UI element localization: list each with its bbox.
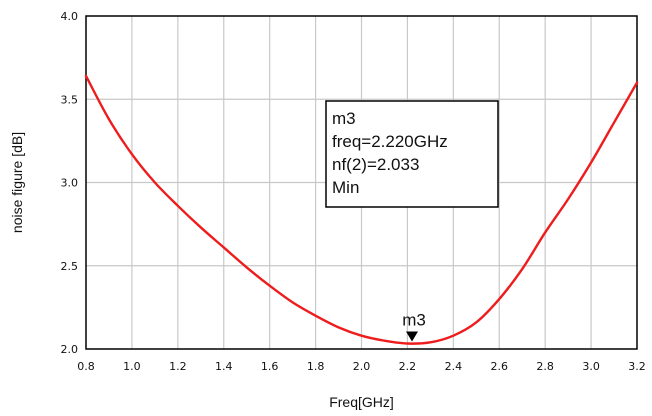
x-tick-label: 1.6	[261, 360, 279, 373]
x-tick-label: 3.0	[582, 360, 600, 373]
x-tick-label: 0.8	[77, 360, 95, 373]
y-axis-label: noise figure [dB]	[9, 132, 25, 233]
y-tick-labels: 2.0 2.5 3.0 3.5 4.0	[61, 10, 79, 356]
marker-label: m3	[402, 311, 426, 330]
x-tick-label: 2.2	[399, 360, 417, 373]
y-tick-label: 2.5	[61, 260, 79, 273]
marker-readout-line-1: m3	[332, 109, 356, 128]
x-tick-label: 2.0	[353, 360, 371, 373]
series-line-0	[84, 74, 639, 345]
marker-readout-box: m3 freq=2.220GHz nf(2)=2.033 Min	[325, 100, 499, 208]
x-tick-label: 1.8	[307, 360, 325, 373]
marker-readout-line-3: nf(2)=2.033	[332, 155, 419, 174]
plot-frame	[85, 15, 638, 350]
x-axis-label: Freq[GHz]	[329, 394, 394, 410]
x-tick-label: 1.2	[169, 360, 187, 373]
marker-triangle-icon[interactable]	[406, 331, 419, 342]
x-tick-labels: 0.8 1.0 1.2 1.4 1.6 1.8 2.0 2.2 2.4 2.6 2.8 3.0 3.2	[77, 360, 646, 373]
x-tick-label: 2.4	[445, 360, 463, 373]
marker-m3[interactable]: m3	[402, 311, 426, 342]
y-tick-label: 3.5	[61, 93, 79, 106]
x-tick-label: 2.6	[491, 360, 509, 373]
marker-readout-line-4: Min	[332, 178, 359, 197]
marker-readout-line-2: freq=2.220GHz	[332, 132, 448, 151]
y-tick-label: 2.0	[61, 343, 79, 356]
x-tick-label: 3.2	[628, 360, 646, 373]
series-layer	[84, 74, 639, 345]
y-tick-label: 4.0	[61, 10, 79, 23]
x-tick-label: 1.0	[123, 360, 141, 373]
y-tick-label: 3.0	[61, 177, 79, 190]
x-tick-label: 1.4	[215, 360, 233, 373]
x-tick-label: 2.8	[536, 360, 554, 373]
